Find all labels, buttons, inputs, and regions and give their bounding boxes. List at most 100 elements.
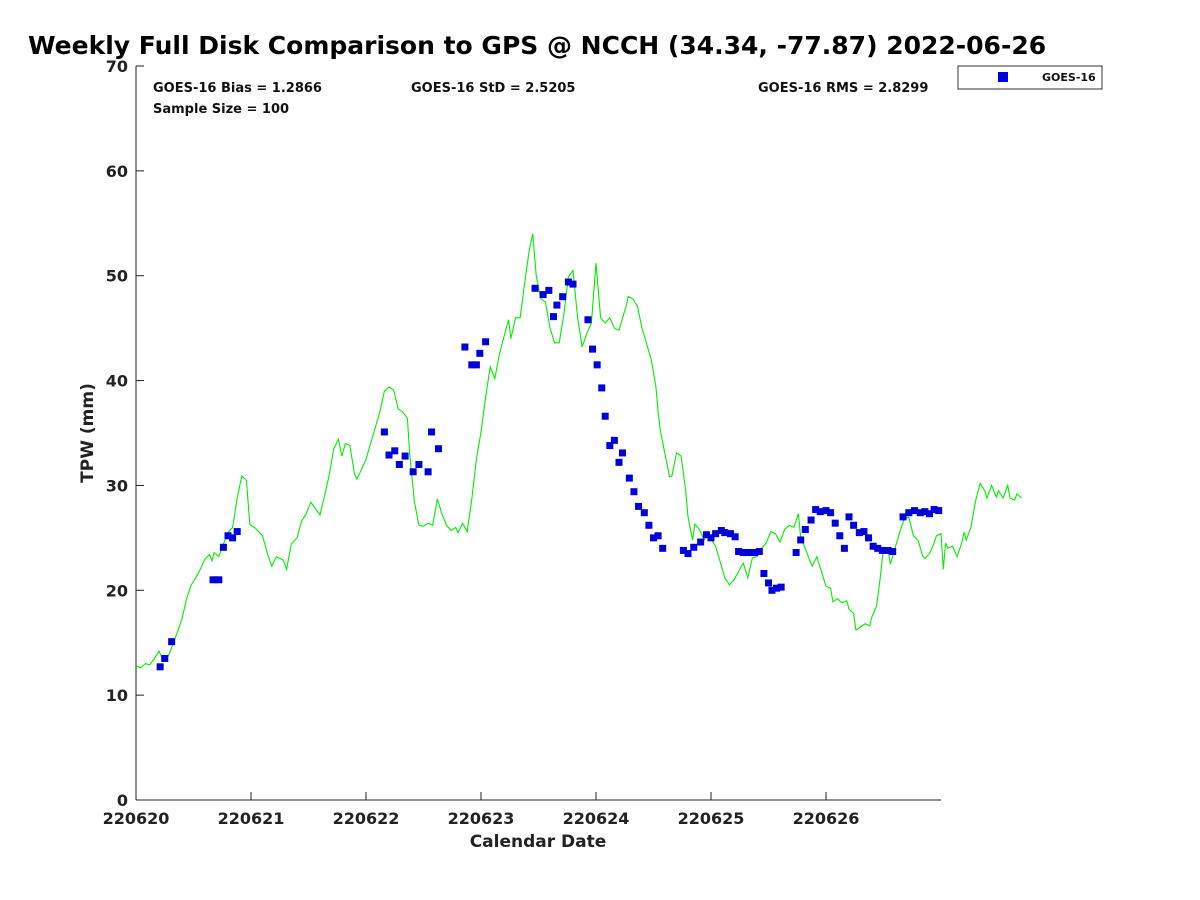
goes-16-point (598, 384, 606, 392)
goes-16-point (760, 570, 768, 578)
goes-16-point (229, 534, 237, 542)
goes-16-point (845, 513, 853, 521)
x-axis-ticks: 220620 220621 220622 220623 220624 220625 2206… (103, 792, 860, 828)
goes-16-point (549, 313, 557, 321)
goes-16-point (434, 445, 442, 453)
goes-16-point (161, 654, 169, 662)
goes-16-point (735, 547, 743, 555)
goes-16-point (401, 452, 409, 460)
goes-16-point (889, 547, 897, 555)
y-tick-label: 20 (106, 581, 128, 600)
goes-16-point (468, 361, 476, 369)
goes-16-point (428, 428, 436, 436)
goes-16-series (156, 278, 943, 671)
goes-16-point (921, 508, 929, 516)
goes-16-point (606, 442, 614, 450)
legend-label-goes-16: GOES-16 (1042, 71, 1096, 84)
goes-16-point (702, 531, 710, 539)
y-tick-label: 40 (106, 372, 128, 391)
goes-16-point (884, 546, 892, 554)
goes-16-point (755, 547, 763, 555)
x-tick-label: 220620 (103, 809, 170, 828)
goes-16-point (553, 301, 561, 309)
x-tick-label: 220622 (333, 809, 400, 828)
y-tick-label: 60 (106, 162, 128, 181)
goes-16-point (461, 343, 469, 351)
y-tick-label: 10 (106, 686, 128, 705)
y-tick-label: 0 (117, 791, 128, 810)
goes-16-point (777, 583, 785, 591)
goes-16-point (812, 506, 820, 514)
goes-16-point (869, 542, 877, 550)
goes-16-point (765, 579, 772, 587)
legend: GOES-16 (957, 65, 1103, 90)
goes-16-point (630, 488, 638, 496)
y-tick-label: 50 (106, 267, 128, 286)
goes-16-point (215, 576, 223, 584)
goes-16-point (219, 543, 227, 551)
y-tick-label: 30 (106, 476, 128, 495)
goes-16-point (209, 576, 217, 584)
goes-16-point (380, 428, 388, 436)
y-axis-ticks: 0 10 20 30 40 50 60 70 (106, 57, 144, 810)
goes-16-point (156, 663, 164, 671)
goes-16-point (850, 521, 858, 529)
goes-16-point (930, 506, 938, 514)
goes-16-point (836, 532, 844, 540)
x-axis-label: Calendar Date (470, 832, 607, 852)
goes-16-point (476, 349, 484, 357)
goes-16-point (564, 278, 572, 286)
y-axis-label: TPW (mm) (78, 383, 98, 483)
goes-16-point (807, 516, 815, 524)
x-tick-label: 220626 (793, 809, 860, 828)
goes-16-point (409, 468, 417, 476)
goes-16-point (816, 508, 824, 516)
legend-marker-goes-16 (998, 72, 1008, 82)
goes-16-point (679, 546, 687, 554)
goes-16-point (899, 513, 907, 521)
goes-16-point (569, 280, 577, 288)
goes-16-point (559, 293, 567, 301)
gps-series (135, 233, 1022, 669)
goes-16-point (635, 502, 643, 510)
goes-16-point (731, 533, 739, 541)
goes-16-point (707, 534, 715, 542)
goes-16-point (545, 286, 553, 294)
goes-16-point (827, 509, 835, 517)
legend-box (957, 65, 1103, 90)
x-tick-label: 220623 (448, 809, 515, 828)
std-annotation: GOES-16 StD = 2.5205 (411, 81, 575, 96)
goes-16-point (424, 468, 432, 476)
goes-16-point (727, 530, 735, 538)
goes-16-point (615, 458, 623, 466)
goes-16-point (650, 534, 657, 542)
goes-16-point (831, 519, 839, 527)
goes-16-point (391, 447, 399, 455)
goes-16-point (654, 532, 662, 540)
goes-16-point (385, 451, 393, 459)
x-tick-label: 220624 (563, 809, 630, 828)
goes-16-point (589, 345, 597, 353)
goes-16-point (659, 544, 667, 552)
x-tick-label: 220621 (218, 809, 285, 828)
goes-16-point (618, 449, 626, 457)
goes-16-point (865, 534, 873, 542)
goes-16-point (911, 507, 919, 515)
chart-title: Weekly Full Disk Comparison to GPS @ NCC… (28, 31, 1046, 60)
goes-16-point (415, 460, 423, 468)
goes-16-point (482, 338, 490, 346)
goes-16-point (539, 291, 547, 299)
goes-16-point (233, 528, 241, 536)
goes-16-point (792, 549, 800, 557)
goes-16-point (690, 543, 698, 551)
goes-16-point (168, 638, 176, 646)
goes-16-point (472, 361, 480, 369)
goes-16-point (874, 544, 882, 552)
goes-16-point (751, 549, 759, 557)
plot-area (135, 66, 1022, 801)
goes-16-point (773, 584, 781, 592)
goes-16-point (822, 507, 830, 515)
goes-16-point (878, 546, 886, 554)
goes-16-point (721, 529, 729, 537)
goes-16-point (531, 284, 539, 292)
